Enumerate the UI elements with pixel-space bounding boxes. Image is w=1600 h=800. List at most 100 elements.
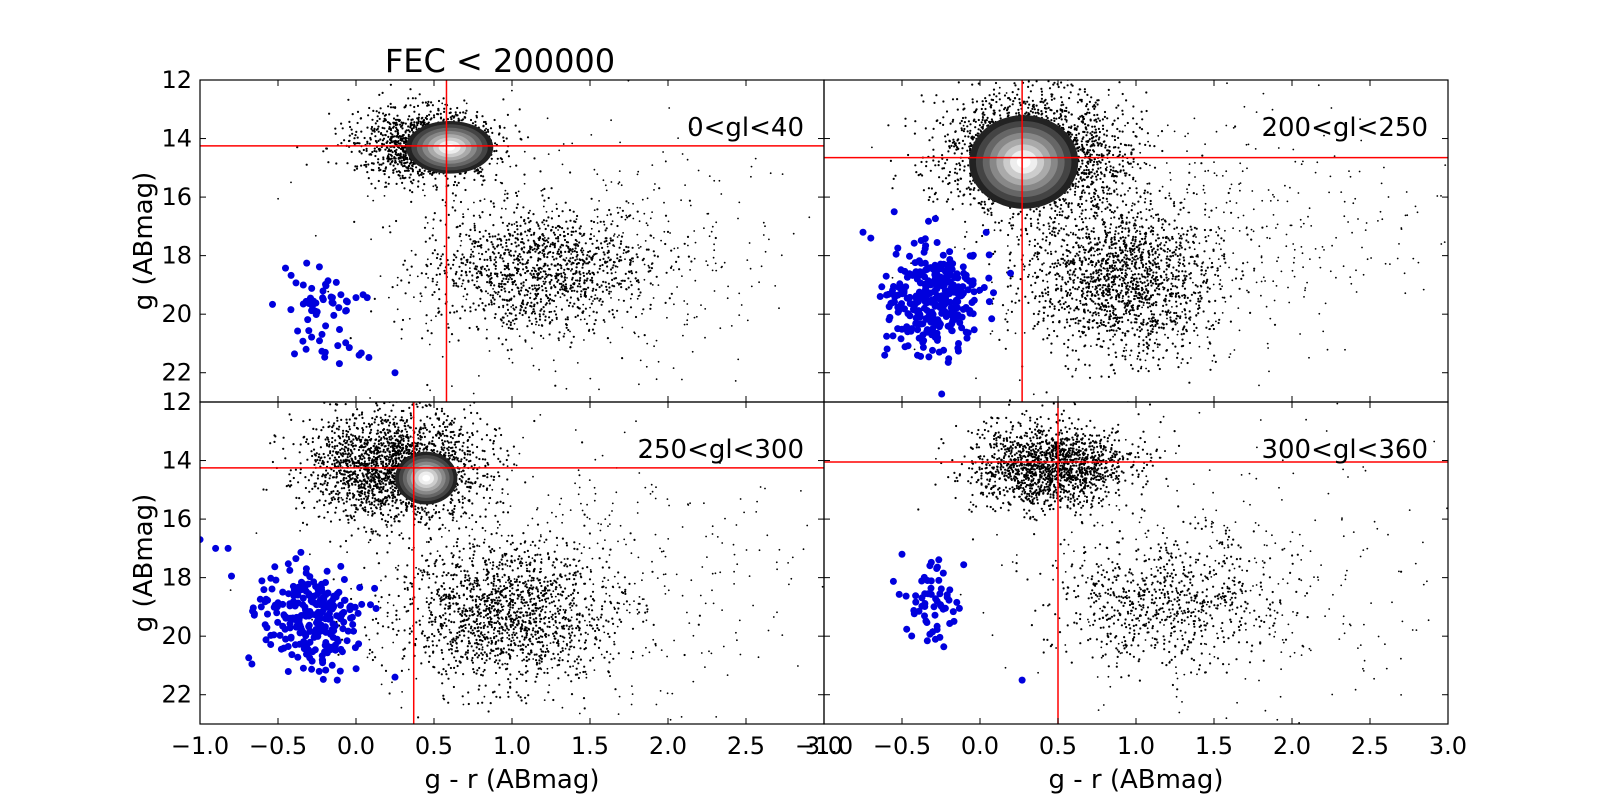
field-point: [1091, 175, 1094, 178]
field-point: [400, 163, 403, 166]
field-point: [1116, 117, 1120, 120]
field-point: [486, 258, 489, 261]
field-point: [524, 222, 527, 225]
field-point: [1079, 176, 1082, 179]
field-point: [535, 221, 538, 224]
field-point: [962, 130, 966, 133]
field-point: [608, 292, 611, 295]
field-point: [599, 297, 602, 301]
field-point: [1079, 148, 1082, 151]
field-point: [465, 298, 468, 301]
field-point: [579, 273, 582, 276]
field-point: [1083, 151, 1086, 154]
field-point: [577, 262, 581, 265]
field-point: [1077, 149, 1080, 153]
field-point: [525, 303, 529, 306]
field-point: [462, 295, 465, 298]
field-point: [549, 283, 551, 285]
field-point: [569, 284, 573, 287]
field-point: [1099, 177, 1102, 180]
field-point: [542, 250, 545, 253]
field-point: [516, 237, 519, 240]
field-point: [381, 142, 384, 145]
field-point: [348, 120, 351, 123]
field-point: [506, 248, 509, 251]
field-point: [464, 112, 467, 115]
field-point: [365, 165, 368, 168]
field-point: [382, 112, 385, 115]
field-point: [611, 266, 614, 269]
field-point: [1083, 76, 1085, 78]
field-point: [507, 155, 510, 158]
field-point: [1095, 178, 1098, 181]
field-point: [561, 163, 564, 166]
field-point: [557, 253, 561, 256]
field-point: [396, 284, 399, 287]
field-point: [1056, 110, 1059, 113]
selected-point: [315, 263, 323, 271]
field-point: [360, 130, 363, 133]
field-point: [571, 256, 575, 259]
field-point: [1090, 134, 1093, 137]
field-point: [469, 228, 472, 231]
field-point: [700, 304, 702, 306]
field-point: [409, 274, 411, 277]
field-point: [502, 260, 505, 263]
field-point: [1126, 121, 1129, 125]
field-point: [577, 298, 580, 302]
field-point: [596, 208, 599, 211]
field-point: [507, 228, 510, 231]
field-point: [726, 297, 729, 300]
field-point: [543, 199, 546, 202]
field-point: [1015, 112, 1018, 115]
field-point: [366, 195, 369, 198]
field-point: [974, 120, 977, 123]
field-point: [350, 150, 353, 153]
field-point: [646, 224, 649, 227]
field-point: [371, 129, 374, 132]
selected-point: [282, 264, 289, 272]
field-point: [325, 147, 328, 150]
field-point: [1065, 217, 1069, 220]
field-point: [407, 281, 411, 284]
field-point: [1027, 112, 1030, 115]
field-point: [554, 226, 558, 229]
selected-point: [321, 353, 329, 361]
field-point: [1056, 205, 1059, 208]
field-point: [388, 296, 390, 299]
field-point: [1070, 202, 1073, 205]
field-point: [569, 330, 571, 333]
field-point: [614, 261, 616, 264]
field-point: [494, 256, 497, 259]
field-point: [537, 292, 540, 295]
field-point: [1161, 149, 1164, 153]
field-point: [394, 161, 397, 164]
field-point: [1058, 116, 1061, 120]
field-point: [984, 120, 987, 123]
field-point: [531, 276, 535, 279]
field-point: [748, 242, 751, 244]
field-point: [1088, 111, 1091, 114]
field-point: [511, 361, 514, 364]
field-point: [581, 251, 584, 254]
field-point: [686, 319, 689, 322]
field-point: [573, 289, 576, 292]
field-point: [1103, 133, 1106, 136]
field-point: [539, 170, 542, 173]
field-point: [402, 153, 405, 156]
field-point: [836, 193, 838, 195]
field-point: [1011, 103, 1014, 106]
field-point: [467, 280, 470, 283]
field-point: [399, 123, 402, 126]
field-point: [642, 257, 645, 260]
field-point: [374, 154, 377, 158]
field-point: [963, 165, 966, 168]
field-point: [383, 186, 386, 188]
field-point: [618, 283, 620, 286]
field-point: [634, 277, 637, 280]
field-point: [506, 303, 509, 306]
field-point: [443, 269, 446, 272]
field-point: [494, 264, 497, 268]
field-point: [489, 278, 492, 281]
field-point: [686, 323, 688, 326]
